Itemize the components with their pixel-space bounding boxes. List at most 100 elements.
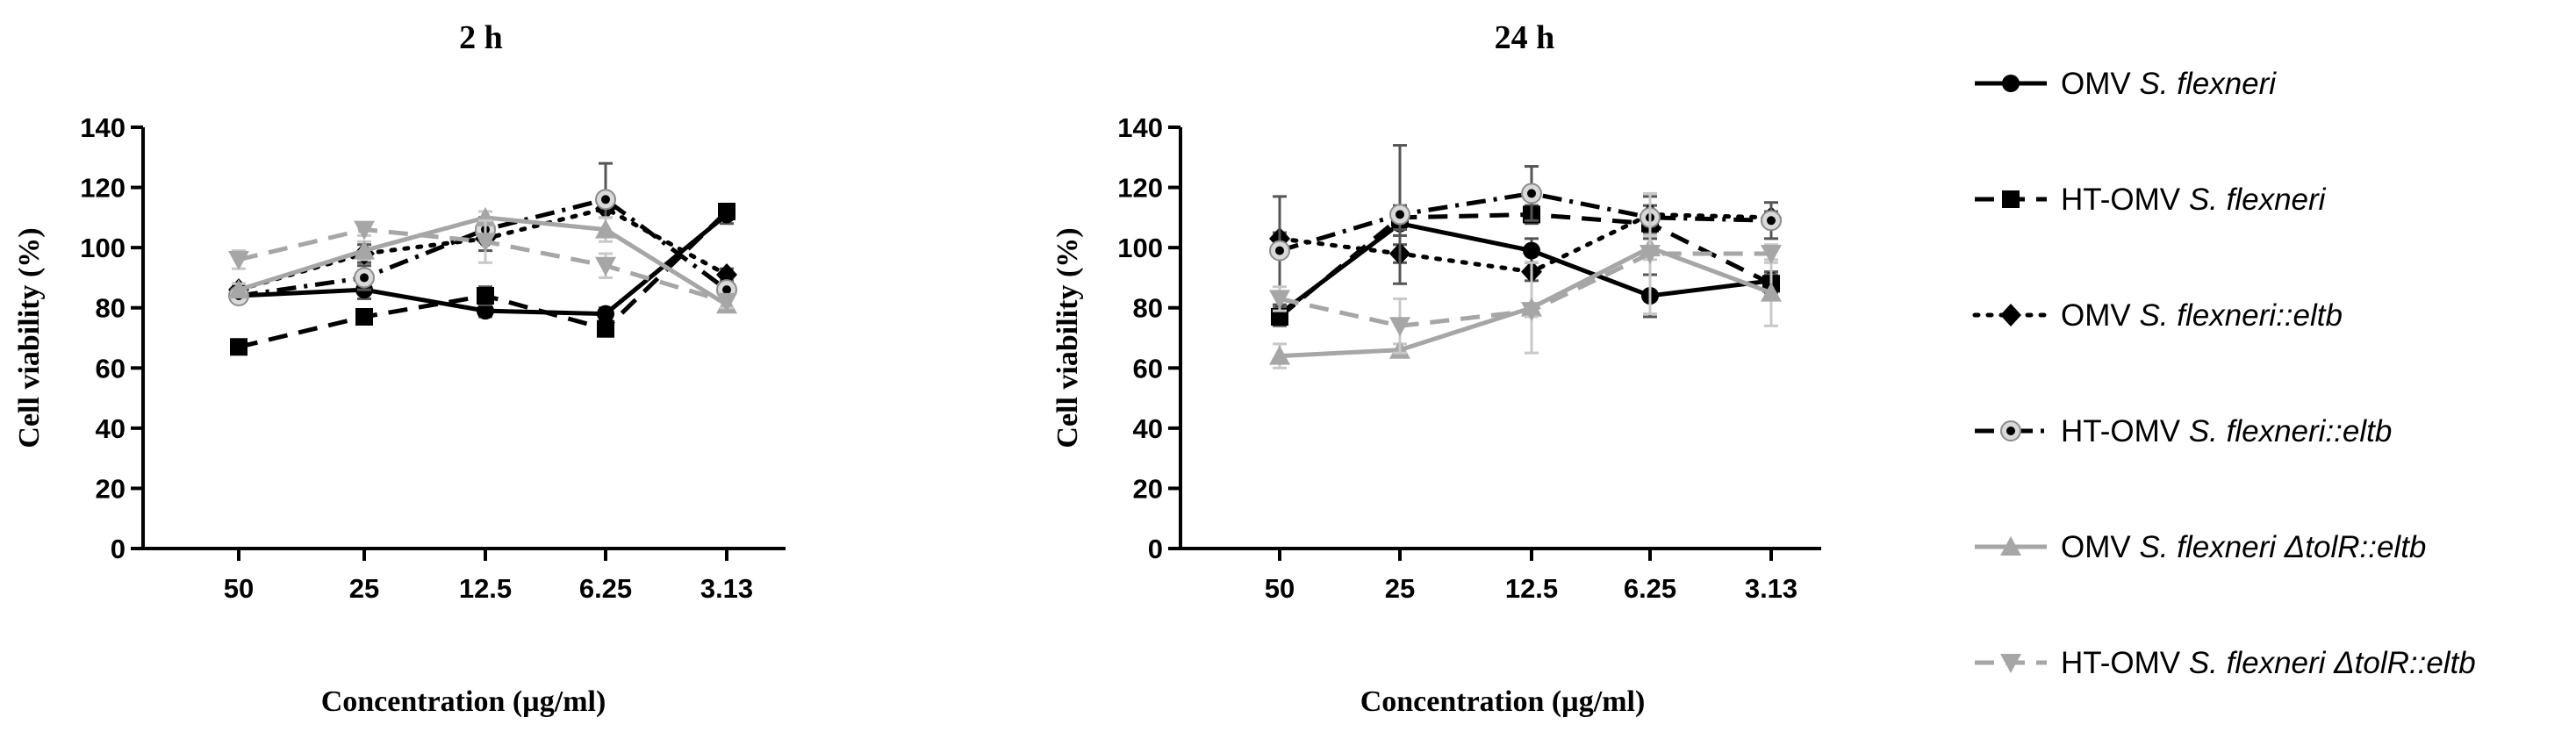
legend-marker xyxy=(2002,75,2020,92)
data-point xyxy=(1389,204,1410,226)
x-tick-label: 3.13 xyxy=(1745,573,1797,604)
y-axis-label: Cell viability (%) xyxy=(1051,227,1084,448)
legend-marker xyxy=(2002,190,2020,208)
legend-label-strain: S. flexneri::eltb xyxy=(2139,298,2343,333)
legend-label: OMV S. flexneri::eltb xyxy=(2061,298,2343,333)
legend-label-prefix: OMV xyxy=(2061,298,2139,333)
data-point xyxy=(595,189,616,211)
x-tick-label: 50 xyxy=(224,573,254,604)
chart-title: 24 h xyxy=(1495,19,1555,56)
legend-label: OMV S. flexneri ΔtolR::eltb xyxy=(2061,530,2426,564)
data-point-dot xyxy=(601,195,610,204)
plot-2h: 2 h 0 20 40 60 80 100 120 140 50 25 12.5 6.25 3.13 Cel… xyxy=(13,19,786,718)
legend-marker-dot xyxy=(2006,427,2015,435)
data-point xyxy=(354,240,375,260)
x-tick-label: 25 xyxy=(1385,573,1415,604)
plot-24h: 24 h 0 20 40 60 80 100 120 140 50 25 12.5 6.25 3.13 Ce… xyxy=(1051,19,1821,718)
data-point xyxy=(1269,240,1290,262)
legend-label: HT-OMV S. flexneri::eltb xyxy=(2061,414,2392,448)
series-6 xyxy=(1269,191,1782,355)
legend-marker xyxy=(2000,654,2021,673)
data-point xyxy=(477,287,494,305)
data-point xyxy=(354,220,375,240)
data-point-dot xyxy=(1396,210,1404,219)
data-point xyxy=(1761,282,1782,302)
data-point xyxy=(1640,245,1661,264)
x-axis-label: Concentration (µg/ml) xyxy=(1360,685,1646,718)
data-point-dot xyxy=(1527,189,1536,198)
legend-marker xyxy=(2000,304,2021,326)
y-tick-label: 40 xyxy=(1133,413,1163,444)
y-tick-label: 0 xyxy=(1148,534,1163,564)
data-point xyxy=(355,308,373,326)
legend-label: HT-OMV S. flexneri xyxy=(2061,183,2327,217)
data-point xyxy=(1523,241,1540,260)
data-point xyxy=(597,319,614,338)
legend-label-prefix: OMV xyxy=(2061,67,2139,101)
y-tick-label: 80 xyxy=(1133,293,1163,324)
legend-label: OMV S. flexneri xyxy=(2061,67,2277,101)
y-tick-label: 80 xyxy=(96,293,126,324)
data-point xyxy=(1761,210,1782,232)
legend-label-prefix: HT-OMV xyxy=(2061,414,2189,448)
y-tick-label: 20 xyxy=(96,473,126,504)
data-point xyxy=(1269,290,1290,310)
data-point xyxy=(716,292,737,312)
y-tick-label: 100 xyxy=(1117,233,1163,263)
x-tick-label: 12.5 xyxy=(1505,573,1558,604)
legend-label-prefix: HT-OMV xyxy=(2061,646,2189,680)
legend-label: HT-OMV S. flexneri ΔtolR::eltb xyxy=(2061,646,2476,680)
legend-marker xyxy=(2000,536,2021,556)
x-tick-label: 50 xyxy=(1265,573,1295,604)
y-tick-label: 120 xyxy=(80,173,126,204)
data-point xyxy=(228,279,249,299)
data-point xyxy=(1761,245,1782,264)
x-tick-label: 6.25 xyxy=(1624,573,1676,604)
data-point xyxy=(597,305,614,323)
x-tick-label: 12.5 xyxy=(459,573,512,604)
y-tick-label: 100 xyxy=(80,233,126,263)
data-point xyxy=(595,219,616,239)
legend-label-prefix: OMV xyxy=(2061,530,2139,564)
x-axis-label: Concentration (µg/ml) xyxy=(321,685,606,718)
legend-entry-5: OMV S. flexneri ΔtolR::eltb xyxy=(1975,530,2426,564)
y-tick-label: 120 xyxy=(1117,173,1163,204)
x-tick-label: 3.13 xyxy=(700,573,753,604)
data-point xyxy=(1521,183,1542,204)
data-point-dot xyxy=(360,273,369,283)
data-point-dot xyxy=(1275,246,1284,255)
y-tick-label: 40 xyxy=(96,413,126,444)
data-point xyxy=(718,203,735,220)
data-point xyxy=(1521,302,1542,322)
x-tick-label: 6.25 xyxy=(579,573,632,604)
chart-title: 2 h xyxy=(459,19,503,56)
legend-label-strain: S. flexneri ΔtolR::eltb xyxy=(2189,646,2476,680)
legend-entry-2: HT-OMV S. flexneri xyxy=(1975,183,2327,217)
data-point xyxy=(228,250,249,270)
series-2 xyxy=(230,203,735,356)
data-point xyxy=(477,302,494,320)
legend-label-strain: S. flexneri xyxy=(2139,67,2277,101)
data-point-dot xyxy=(1767,216,1776,226)
legend-entry-4: HT-OMV S. flexneri::eltb xyxy=(1975,414,2392,448)
legend-label-strain: S. flexneri ΔtolR::eltb xyxy=(2139,530,2426,564)
data-point xyxy=(716,263,737,286)
series-6 xyxy=(228,219,737,312)
legend-entry-3: OMV S. flexneri::eltb xyxy=(1972,298,2343,333)
legend-label-strain: S. flexneri::eltb xyxy=(2189,414,2393,448)
x-tick-label: 25 xyxy=(349,573,379,604)
series-line xyxy=(238,197,728,298)
y-tick-label: 60 xyxy=(96,353,126,384)
data-point-dot xyxy=(722,285,731,295)
y-axis-label: Cell viability (%) xyxy=(13,227,46,448)
y-tick-label: 20 xyxy=(1133,473,1163,504)
y-tick-label: 140 xyxy=(80,112,126,143)
data-point xyxy=(354,267,375,289)
legend-label-prefix: HT-OMV xyxy=(2061,183,2189,217)
legend-entry-1: OMV S. flexneri xyxy=(1975,67,2277,101)
legend-marker xyxy=(2000,420,2021,441)
series-line xyxy=(1279,190,1772,253)
data-point xyxy=(230,338,248,356)
